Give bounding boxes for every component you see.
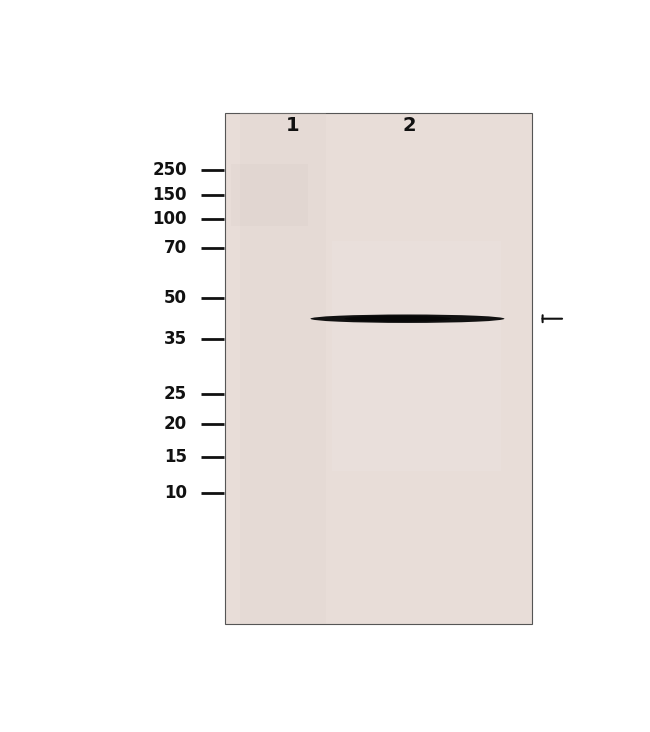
Text: 15: 15	[164, 448, 187, 466]
Text: 150: 150	[153, 186, 187, 204]
Text: 100: 100	[153, 210, 187, 228]
Bar	[231, 164, 308, 225]
Text: 35: 35	[164, 330, 187, 348]
Text: 20: 20	[164, 414, 187, 433]
Text: 250: 250	[152, 162, 187, 179]
Text: 10: 10	[164, 484, 187, 501]
Text: 70: 70	[164, 239, 187, 257]
Ellipse shape	[344, 315, 451, 322]
Text: 50: 50	[164, 289, 187, 307]
Bar	[332, 241, 501, 471]
Text: 2: 2	[402, 116, 416, 135]
Text: 25: 25	[164, 385, 187, 403]
Ellipse shape	[311, 315, 504, 323]
Text: 1: 1	[285, 116, 299, 135]
Bar	[225, 113, 532, 624]
Bar	[240, 113, 326, 624]
